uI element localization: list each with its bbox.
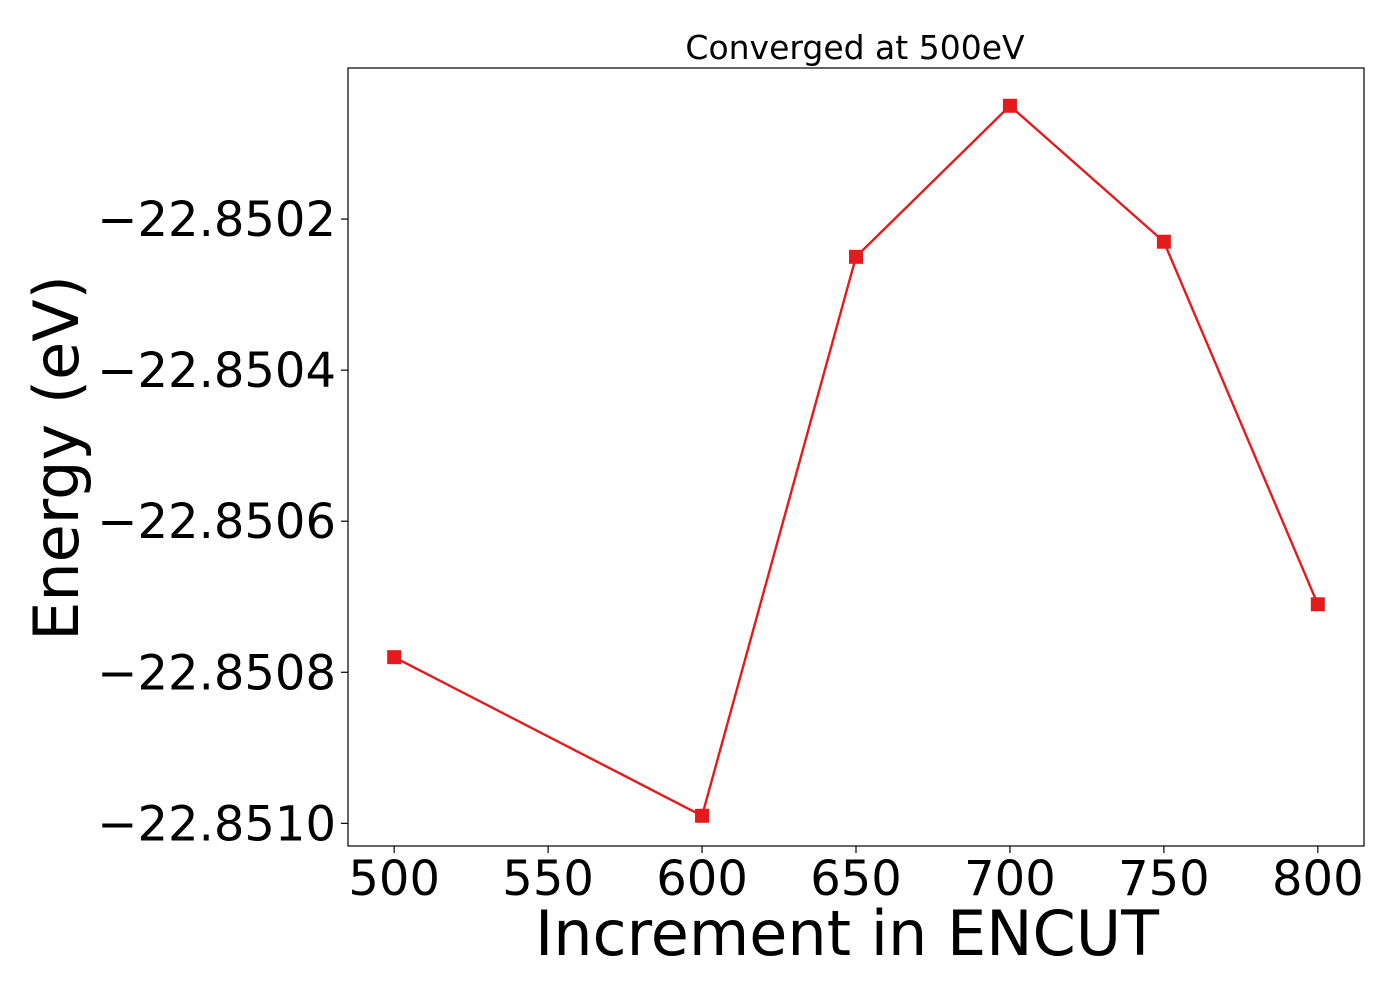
y-tick-label: −22.8504 <box>97 343 336 399</box>
x-axis-ticks: 500 550 600 650 700 750 800 <box>348 846 1364 907</box>
x-tick-label: 650 <box>810 851 902 907</box>
x-tick-label: 800 <box>1272 851 1364 907</box>
data-point-marker <box>695 808 710 823</box>
series-layer <box>387 98 1325 823</box>
series-line <box>393 104 1319 817</box>
x-tick-label: 700 <box>964 851 1056 907</box>
y-tick-label: −22.8508 <box>97 645 336 701</box>
y-axis-label: Energy (eV) <box>20 275 93 641</box>
data-point-marker <box>1310 597 1325 612</box>
data-point-marker <box>1002 98 1017 113</box>
y-tick-label: −22.8510 <box>97 796 336 852</box>
x-axis-label: Increment in ENCUT <box>535 897 1160 970</box>
y-axis-ticks: −22.8510 −22.8508 −22.8506 −22.8504 −22.8502 <box>97 192 348 852</box>
x-tick-label: 500 <box>348 851 440 907</box>
y-tick-label: −22.8506 <box>97 494 336 550</box>
y-tick-label: −22.8502 <box>97 192 336 248</box>
data-point-marker <box>1156 234 1171 249</box>
x-tick-label: 750 <box>1118 851 1210 907</box>
plot-area-frame <box>347 67 1365 847</box>
data-point-marker <box>387 650 402 665</box>
data-point-marker <box>849 249 863 264</box>
x-tick-label: 550 <box>502 851 594 907</box>
chart-title: Converged at 500eV <box>685 28 1025 67</box>
x-tick-label: 600 <box>656 851 748 907</box>
